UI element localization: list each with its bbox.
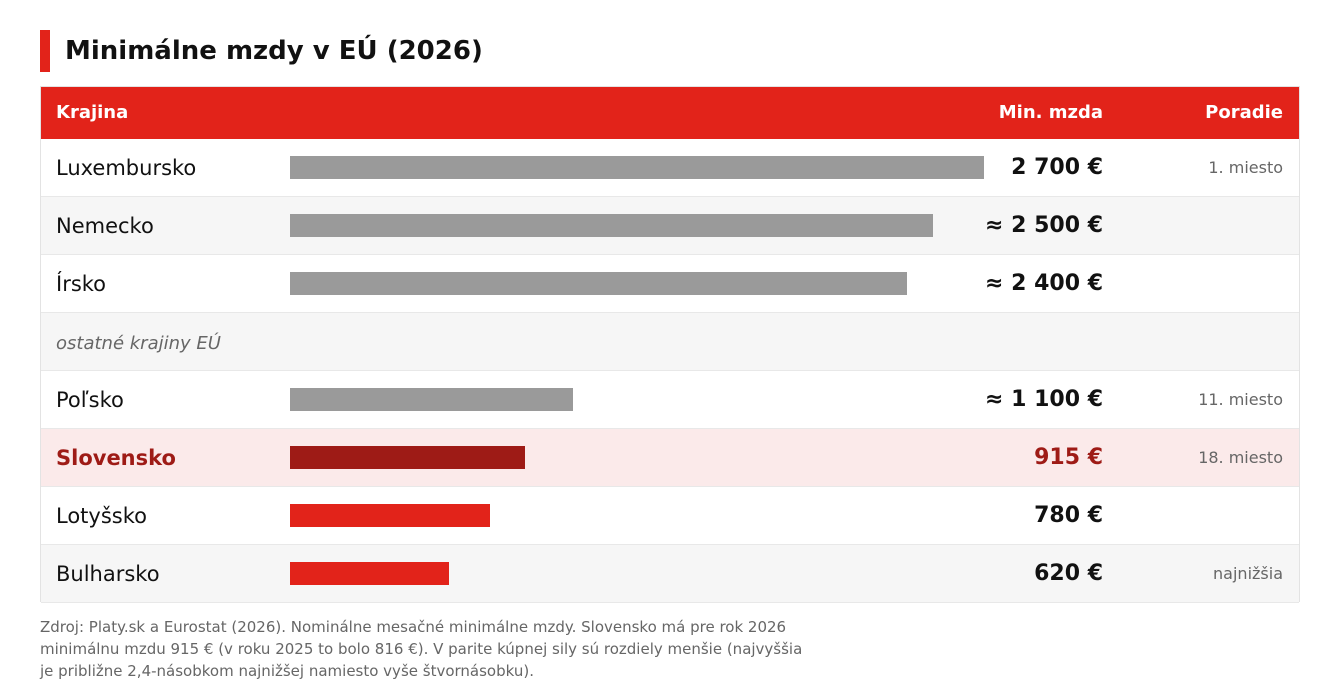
country-label: Írsko xyxy=(56,272,107,296)
table-row: Slovensko 915 € 18. miesto xyxy=(41,429,1299,487)
bar-írsko xyxy=(290,272,907,295)
wage-value-label: 780 € xyxy=(1034,503,1103,528)
chart-title: Minimálne mzdy v EÚ (2026) xyxy=(65,36,483,66)
country-label: Luxembursko xyxy=(56,156,197,180)
bar-lotyšsko xyxy=(290,504,490,527)
country-label: Slovensko xyxy=(56,446,176,470)
wage-value-label: ≈ 2 400 € xyxy=(985,271,1103,296)
wage-value-label: 2 700 € xyxy=(1011,155,1103,180)
bar-nemecko xyxy=(290,214,933,237)
header-rank: Poradie xyxy=(1205,102,1283,123)
wage-table: Krajina Min. mzda Poradie Luxembursko 2 7… xyxy=(40,86,1300,603)
table-row: Poľsko ≈ 1 100 € 11. miesto xyxy=(41,371,1299,429)
country-label: Bulharsko xyxy=(56,562,160,586)
title-accent-bar xyxy=(40,30,50,72)
table-row: Írsko ≈ 2 400 € xyxy=(41,255,1299,313)
rank-label: najnižšia xyxy=(1213,564,1283,583)
separator-row: ostatné krajiny EÚ xyxy=(41,313,1299,371)
bar-slovensko xyxy=(290,446,525,469)
bar-luxembursko xyxy=(290,156,984,179)
country-label: Lotyšsko xyxy=(56,504,147,528)
table-row: Luxembursko 2 700 € 1. miesto xyxy=(41,139,1299,197)
table-header: Krajina Min. mzda Poradie xyxy=(41,87,1299,139)
table-row: Nemecko ≈ 2 500 € xyxy=(41,197,1299,255)
bar-bulharsko xyxy=(290,562,449,585)
wage-value-label: 620 € xyxy=(1034,561,1103,586)
wage-value-label: ≈ 1 100 € xyxy=(985,387,1103,412)
rank-label: 11. miesto xyxy=(1198,390,1283,409)
header-wage: Min. mzda xyxy=(998,102,1103,123)
header-country: Krajina xyxy=(56,102,129,123)
country-label: ostatné krajiny EÚ xyxy=(56,333,221,354)
bar-poľsko xyxy=(290,388,573,411)
source-footnote: Zdroj: Platy.sk a Eurostat (2026). Nomin… xyxy=(40,618,803,680)
country-label: Nemecko xyxy=(56,214,154,238)
table-row: Bulharsko 620 € najnižšia xyxy=(41,545,1299,603)
wage-value-label: ≈ 2 500 € xyxy=(985,213,1103,238)
rank-label: 18. miesto xyxy=(1198,448,1283,467)
wage-value-label: 915 € xyxy=(1034,445,1103,470)
rank-label: 1. miesto xyxy=(1208,158,1283,177)
table-row: Lotyšsko 780 € xyxy=(41,487,1299,545)
country-label: Poľsko xyxy=(56,388,124,412)
